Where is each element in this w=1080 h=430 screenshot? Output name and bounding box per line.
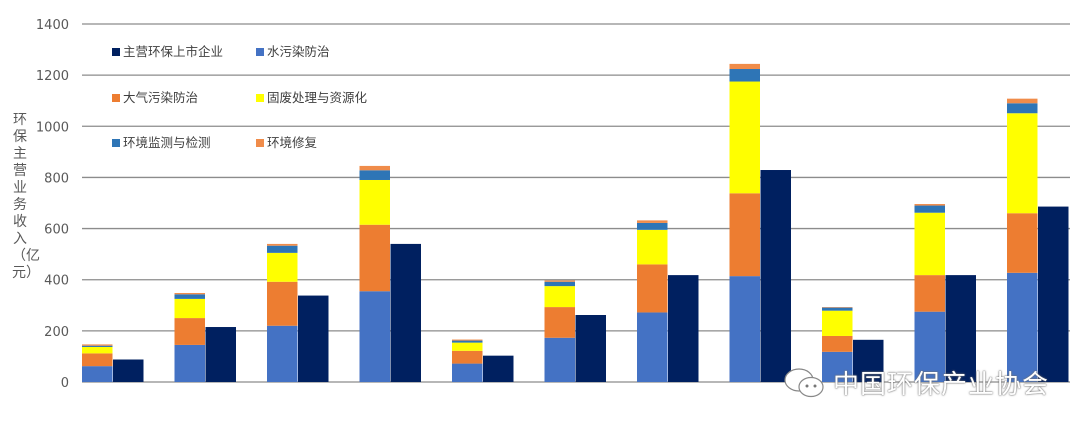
- bar-segment: [544, 337, 575, 382]
- bar-segment: [82, 346, 113, 354]
- bar-segment: [174, 344, 205, 382]
- bar-segment: [914, 311, 945, 382]
- bar-segment: [267, 325, 298, 382]
- legend-item: 大气污染防治: [112, 90, 198, 105]
- bar-segment: [452, 363, 483, 382]
- y-tick-label: 400: [44, 274, 69, 289]
- y-tick-label: 600: [44, 223, 69, 238]
- y-tick-label: 1400: [36, 18, 69, 33]
- bar-segment: [359, 291, 390, 382]
- bar-segment: [267, 281, 298, 326]
- bar-segment: [822, 307, 853, 311]
- watermark-text: 中国环保产业协会: [833, 370, 1050, 400]
- legend-swatch: [112, 48, 120, 56]
- legend-label: 大气污染防治: [123, 90, 198, 105]
- bar-segment: [914, 205, 945, 213]
- bar-listed: [390, 243, 421, 382]
- wechat-icon: [784, 367, 824, 397]
- bar-listed: [575, 315, 606, 382]
- bar-segment: [1007, 213, 1038, 273]
- bar-segment: [637, 229, 668, 265]
- bar-segment: [544, 307, 575, 338]
- bar-segment: [452, 342, 483, 351]
- bar-segment: [729, 69, 760, 82]
- bar-segment: [914, 275, 945, 312]
- y-tick-label: 0: [61, 376, 69, 391]
- bar-segment: [729, 193, 760, 277]
- bar-listed: [483, 355, 514, 382]
- bar-listed: [760, 170, 791, 382]
- bar-segment: [82, 353, 113, 367]
- bar-segment: [359, 170, 390, 180]
- bar-segment: [729, 276, 760, 382]
- bar-segment: [359, 224, 390, 292]
- legend-label: 环境监测与检测: [123, 135, 211, 150]
- bar-segment: [1007, 113, 1038, 214]
- y-tick-label: 1000: [36, 120, 69, 135]
- legend-item: 环境监测与检测: [112, 135, 211, 150]
- bar-segment: [1007, 98, 1038, 104]
- bar-segment: [637, 312, 668, 382]
- watermark: 中国环保产业协会: [783, 364, 1049, 401]
- y-tick-label: 200: [44, 325, 69, 340]
- bar-segment: [452, 339, 483, 341]
- legend-label: 主营环保上市企业: [123, 44, 223, 59]
- bar-listed: [668, 275, 699, 382]
- legend-label: 固废处理与资源化: [267, 90, 368, 105]
- y-tick-label: 1200: [36, 69, 69, 84]
- bar-segment: [914, 212, 945, 276]
- bar-listed: [113, 359, 144, 382]
- legend-swatch: [256, 48, 264, 56]
- bar-segment: [729, 63, 760, 70]
- legend-item: 环境修复: [256, 135, 318, 150]
- legend-swatch: [256, 94, 264, 102]
- y-tick-label: 800: [44, 171, 69, 186]
- legend-swatch: [112, 139, 120, 147]
- bar-listed: [205, 327, 236, 382]
- legend-swatch: [112, 94, 120, 102]
- bar-segment: [82, 344, 113, 346]
- bar-segment: [82, 345, 113, 347]
- bar-segment: [637, 264, 668, 313]
- bar-segment: [544, 280, 575, 282]
- bar-segment: [267, 243, 298, 246]
- bar-listed: [298, 295, 329, 382]
- legend-item: 固废处理与资源化: [256, 90, 368, 105]
- bar-segment: [822, 310, 853, 336]
- bar-segment: [822, 307, 853, 308]
- bar-segment: [544, 286, 575, 308]
- legend-item: 水污染防治: [256, 44, 330, 59]
- bar-segment: [452, 340, 483, 343]
- bar-segment: [544, 281, 575, 287]
- legend-swatch: [256, 139, 264, 147]
- bar-segment: [174, 294, 205, 299]
- bar-segment: [359, 179, 390, 225]
- bar-segment: [174, 298, 205, 319]
- bar-segment: [1007, 103, 1038, 114]
- bar-listed: [853, 339, 884, 382]
- bar-listed: [1038, 206, 1069, 382]
- bar-segment: [452, 350, 483, 364]
- bar-segment: [637, 222, 668, 230]
- bar-segment: [267, 245, 298, 253]
- legend-item: 主营环保上市企业: [112, 44, 223, 59]
- bar-segment: [359, 165, 390, 171]
- bar-segment: [822, 335, 853, 352]
- bar-segment: [822, 351, 853, 382]
- y-axis-label: 环保主营业务收入（亿元）: [12, 112, 40, 281]
- bar-listed: [945, 275, 976, 382]
- legend-label: 水污染防治: [267, 44, 330, 59]
- bar-segment: [1007, 272, 1038, 382]
- bar-segment: [637, 220, 668, 223]
- bar-segment: [914, 204, 945, 206]
- bar-segment: [174, 293, 205, 295]
- legend-label: 环境修复: [267, 135, 318, 150]
- bar-segment: [267, 252, 298, 282]
- bar-segment: [729, 81, 760, 194]
- bar-segment: [174, 318, 205, 345]
- bar-segment: [82, 366, 113, 382]
